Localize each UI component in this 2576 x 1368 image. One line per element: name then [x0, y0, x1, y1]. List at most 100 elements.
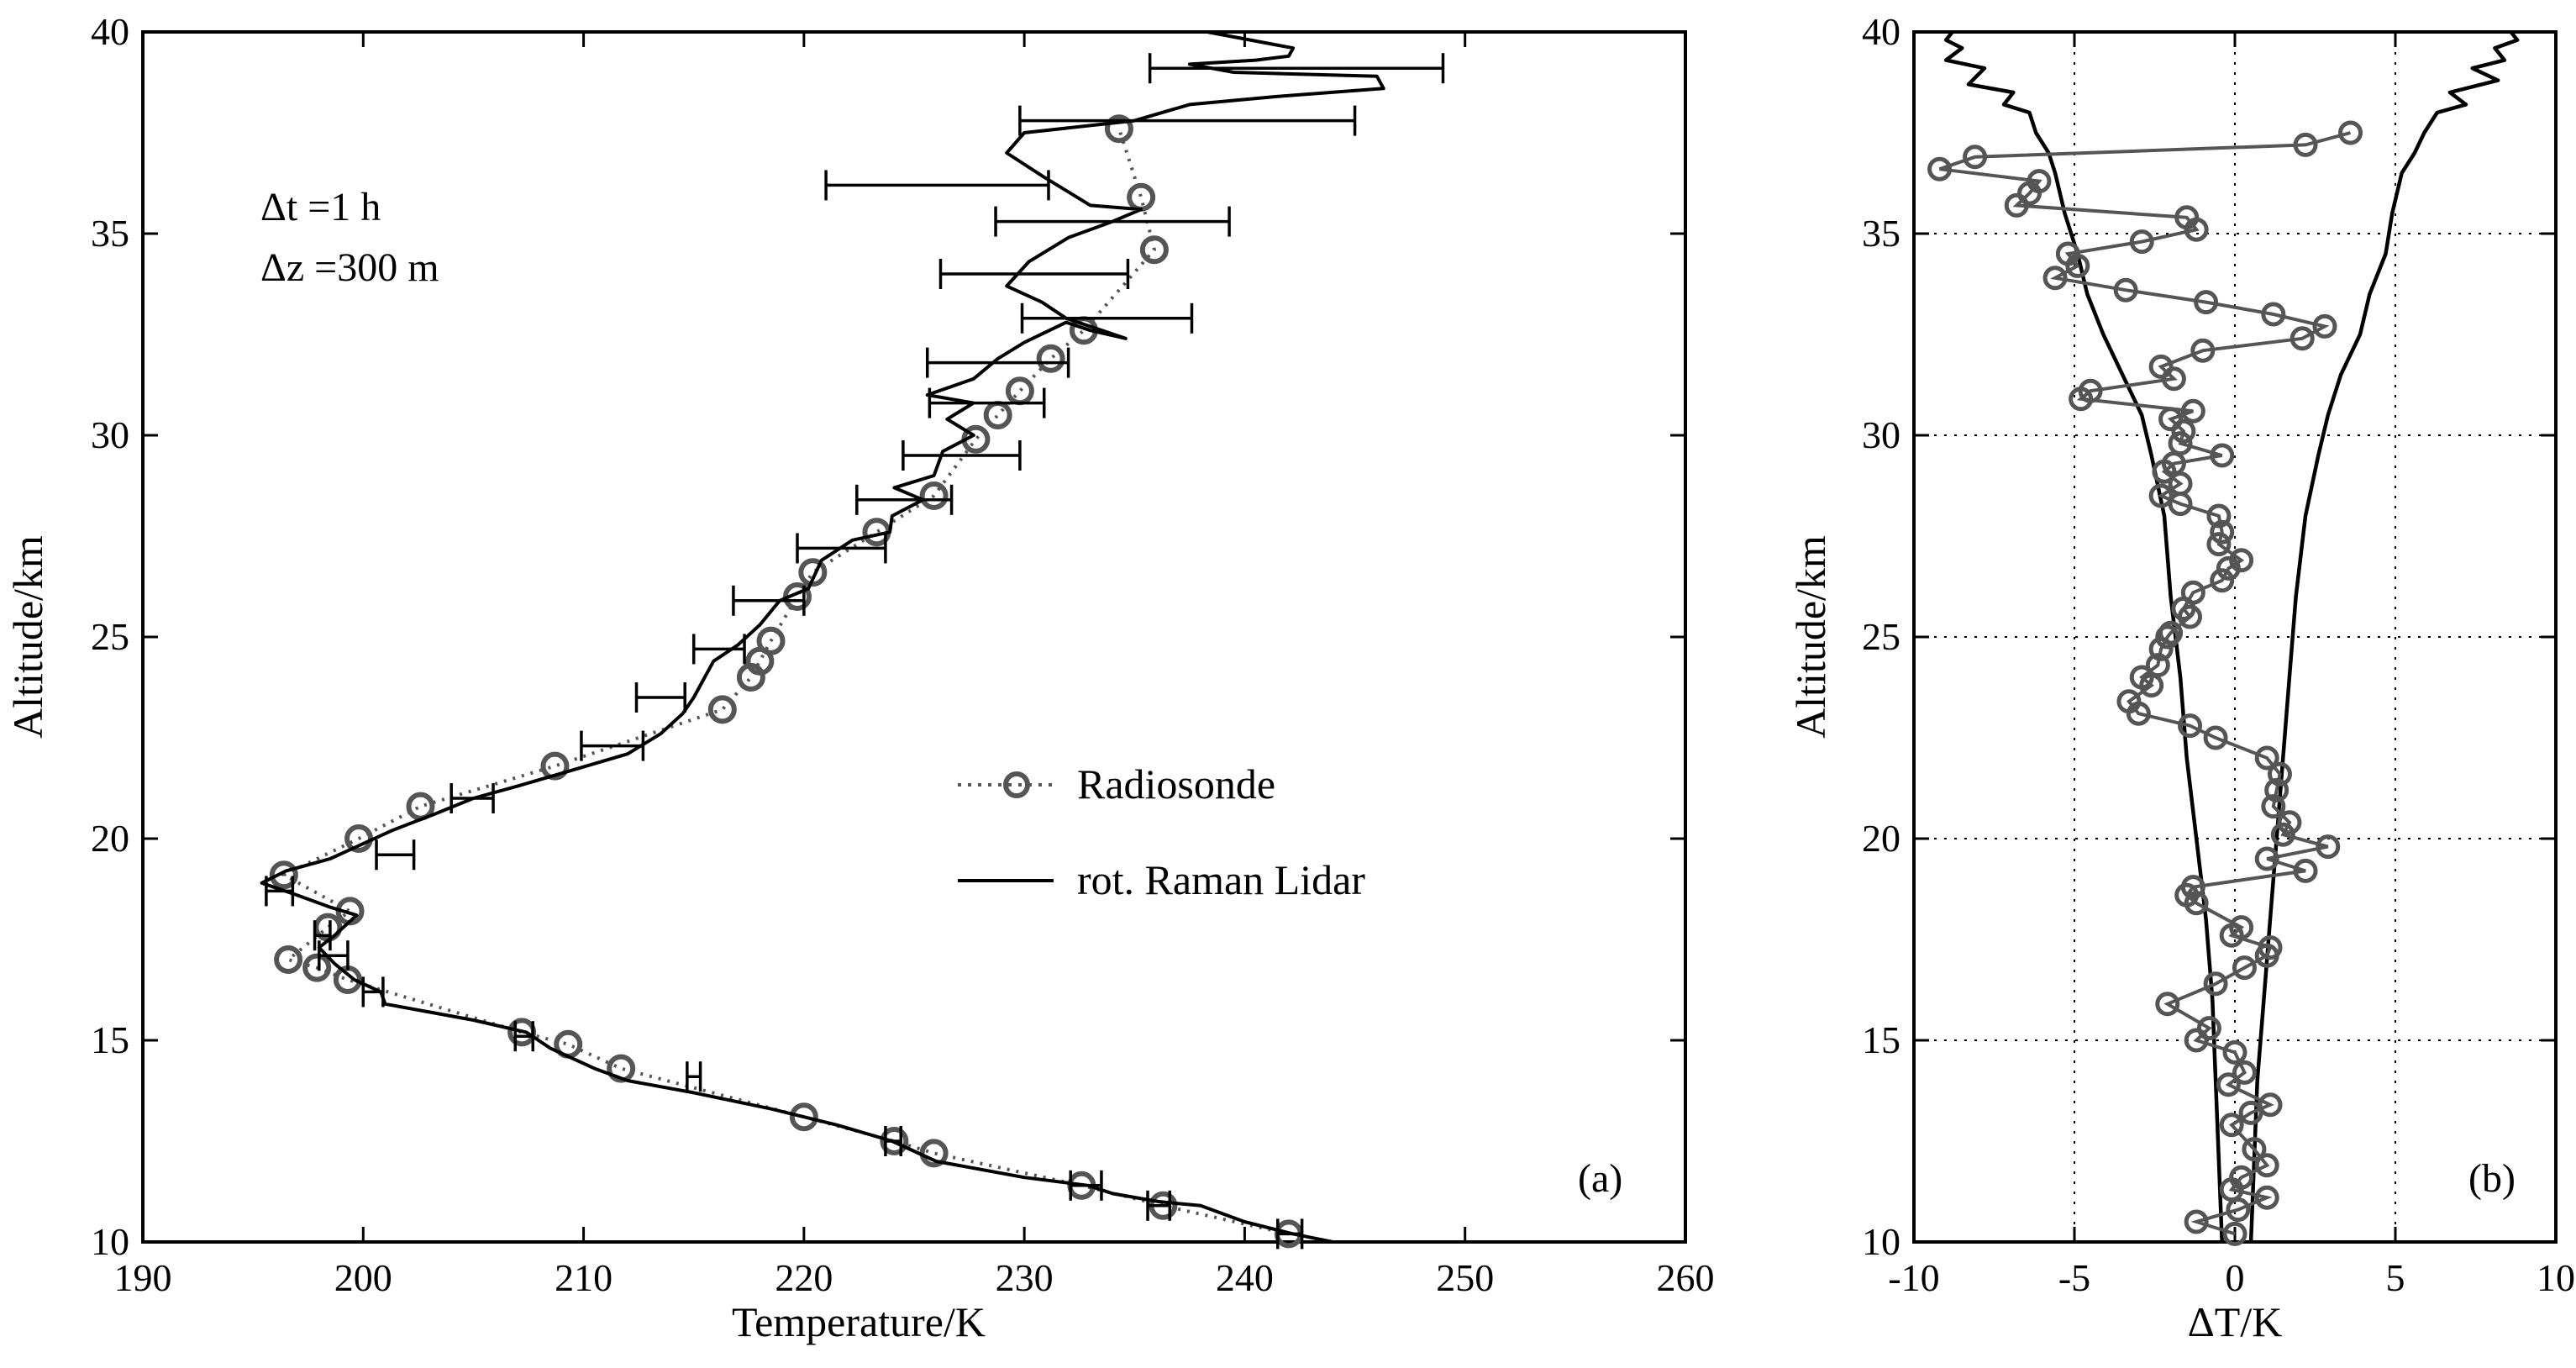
radiosonde-line: [280, 128, 1290, 1236]
lidar-error-bars: [265, 53, 1445, 1250]
b-ytick-label: 30: [1862, 413, 1900, 456]
difference-point: [2258, 1092, 2283, 1118]
panel-b: -10 -5 0 5 10 10 15 20 25 30 35 40 ΔT/K Altitude/km…: [1787, 10, 2575, 1345]
y-axis-label: Altitude/km: [4, 535, 51, 739]
difference-point: [2145, 653, 2170, 678]
difference-point: [2196, 1016, 2221, 1041]
panel-b-ticks: [1912, 30, 2558, 1244]
difference-point: [2229, 548, 2254, 573]
difference-point: [2027, 169, 2052, 194]
panel-a-ticks: [141, 30, 1687, 1244]
radiosonde-point: [607, 1054, 636, 1083]
difference-point: [2238, 1100, 2263, 1125]
difference-point: [2270, 822, 2295, 847]
temperature-difference-series: [1927, 120, 2363, 1246]
difference-point: [2158, 620, 2184, 645]
difference-point: [2171, 418, 2196, 444]
difference-point: [2155, 624, 2180, 650]
a-xtick-label: 230: [996, 1256, 1054, 1299]
difference-point: [2180, 398, 2205, 424]
legend-lidar-label: rot. Raman Lidar: [1077, 856, 1365, 903]
a-ytick-label: 15: [91, 1018, 129, 1061]
difference-point: [2180, 580, 2205, 605]
b-xtick-label: -10: [1888, 1256, 1939, 1299]
difference-point: [2184, 1209, 2209, 1234]
panel-a-tick-labels: 190 200 210 220 230 240 250 260 10 15 20 25 30 35 40: [91, 10, 1715, 1299]
difference-point: [2190, 338, 2216, 363]
b-xtick-label: 5: [2386, 1256, 2405, 1299]
difference-point: [2178, 713, 2203, 739]
difference-point: [2148, 483, 2174, 508]
difference-point: [2277, 810, 2302, 835]
b-ytick-label: 10: [1862, 1220, 1900, 1263]
difference-point: [2229, 1165, 2254, 1190]
difference-point: [2184, 1028, 2209, 1053]
envelope-right-line: [2248, 30, 2520, 1243]
difference-point: [1927, 156, 1953, 182]
difference-point: [2219, 1113, 2244, 1138]
radiosonde-point: [1036, 344, 1065, 373]
b-xtick-label: 0: [2226, 1256, 2245, 1299]
difference-point: [2116, 689, 2142, 714]
difference-point: [2222, 1039, 2247, 1065]
difference-point: [2216, 1072, 2241, 1097]
radiosonde-point: [707, 695, 737, 724]
b-xtick-label: 10: [2537, 1256, 2575, 1299]
b-ytick-label: 40: [1862, 10, 1900, 53]
b-ytick-label: 15: [1862, 1018, 1900, 1061]
radiosonde-point: [983, 401, 1012, 429]
a-ytick-label: 25: [91, 615, 129, 658]
difference-point: [2042, 266, 2068, 291]
difference-point: [2210, 443, 2235, 468]
difference-point: [2293, 132, 2318, 157]
legend-radiosonde-label: Radiosonde: [1077, 760, 1275, 808]
difference-point: [2194, 290, 2219, 315]
b-ytick-label: 25: [1862, 615, 1900, 658]
difference-point: [2158, 407, 2184, 432]
annotation-dt: Δt =1 h: [260, 185, 381, 229]
radiosonde-point: [789, 1102, 818, 1132]
radiosonde-point: [540, 751, 570, 781]
lidar-line: [260, 30, 1385, 1244]
difference-point: [2261, 794, 2286, 819]
x-axis-label: Temperature/K: [732, 1298, 986, 1345]
b-x-axis-label: ΔT/K: [2188, 1298, 2283, 1345]
b-xtick-label: -5: [2058, 1256, 2090, 1299]
radiosonde-point: [919, 481, 949, 510]
difference-point: [2203, 725, 2228, 750]
panel-b-label: (b): [2468, 1156, 2516, 1201]
difference-point: [2129, 229, 2154, 255]
a-xtick-label: 240: [1216, 1256, 1274, 1299]
difference-point: [2210, 519, 2235, 545]
difference-point: [2004, 192, 2029, 218]
difference-point: [2312, 313, 2337, 339]
difference-point: [2222, 1221, 2247, 1246]
a-xtick-label: 190: [114, 1256, 172, 1299]
a-ytick-label: 20: [91, 817, 129, 860]
a-xtick-label: 210: [555, 1256, 612, 1299]
radiosonde-point: [798, 558, 828, 587]
b-ytick-label: 35: [1862, 212, 1900, 255]
difference-point: [2232, 955, 2257, 981]
difference-point: [2254, 846, 2279, 871]
legend: Radiosonde rot. Raman Lidar: [958, 760, 1365, 903]
difference-point: [2161, 366, 2186, 392]
difference-point: [2206, 532, 2232, 557]
difference-point: [2254, 745, 2279, 771]
difference-point: [2293, 858, 2318, 883]
legend-radiosonde-marker: [1003, 771, 1030, 798]
difference-point: [2078, 378, 2103, 403]
a-xtick-label: 220: [775, 1256, 833, 1299]
radiosonde-point: [1127, 182, 1156, 212]
b-ytick-label: 20: [1862, 817, 1900, 860]
difference-point: [2242, 1137, 2267, 1162]
difference-point: [2258, 935, 2283, 960]
difference-point: [2316, 834, 2341, 860]
a-xtick-label: 250: [1436, 1256, 1494, 1299]
radiosonde-point: [1005, 376, 1034, 406]
panel-a: 190 200 210 220 230 240 250 260 10 15 20 25 30 35 40 T…: [4, 10, 1715, 1345]
difference-point: [1963, 145, 1988, 170]
difference-point: [2289, 326, 2315, 351]
radiosonde-point: [1104, 114, 1133, 144]
